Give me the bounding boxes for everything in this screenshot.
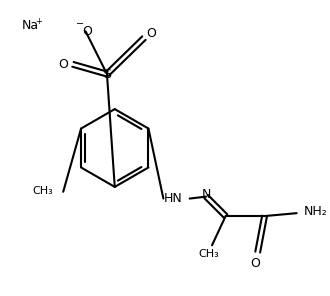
Text: O: O: [82, 25, 92, 38]
Text: O: O: [250, 257, 260, 270]
Text: +: +: [35, 17, 42, 26]
Text: CH₃: CH₃: [199, 249, 219, 259]
Text: N: N: [202, 188, 211, 201]
Text: O: O: [146, 27, 156, 40]
Text: CH₃: CH₃: [33, 186, 53, 196]
Text: O: O: [58, 58, 68, 71]
Text: −: −: [76, 19, 84, 28]
Text: S: S: [103, 67, 111, 81]
Text: NH₂: NH₂: [303, 205, 327, 218]
Text: Na: Na: [21, 19, 39, 32]
Text: HN: HN: [164, 192, 182, 205]
